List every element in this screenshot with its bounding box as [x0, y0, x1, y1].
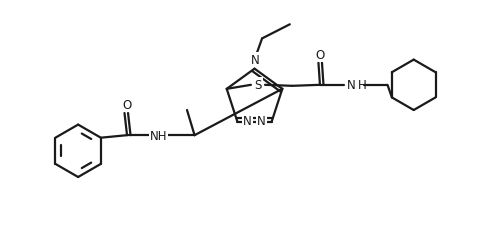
Text: S: S [255, 79, 262, 92]
Text: N: N [251, 54, 260, 67]
Text: N: N [257, 114, 266, 127]
Text: O: O [122, 99, 131, 111]
Text: N: N [347, 79, 356, 92]
Text: H: H [358, 79, 366, 92]
Text: N: N [243, 114, 252, 127]
Text: O: O [316, 48, 325, 61]
Text: NH: NH [150, 129, 167, 142]
